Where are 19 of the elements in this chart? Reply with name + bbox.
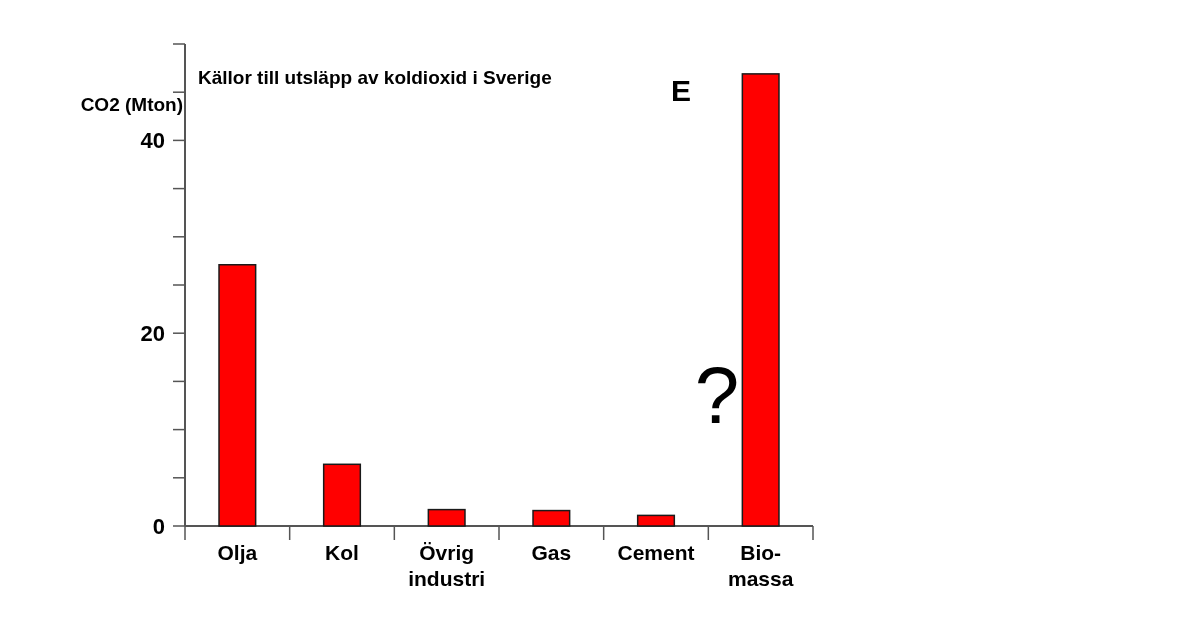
x-tick-label: Cement	[617, 541, 695, 564]
bar	[322, 463, 362, 527]
x-tick-label: Gas	[531, 541, 572, 564]
x-tick-label: Olja	[217, 541, 258, 564]
x-tick-label: Bio- massa	[727, 541, 794, 590]
y-tick-label: 0	[152, 513, 165, 539]
bar	[636, 514, 676, 527]
annotation: ?	[694, 351, 740, 441]
text: Källor till utsläpp av koldioxid i Sverige	[198, 67, 552, 88]
bar	[427, 508, 466, 527]
annotation: E	[671, 73, 692, 107]
y-axis-title: CO2 (Mton)	[80, 94, 183, 115]
bar	[218, 264, 257, 527]
bar	[532, 509, 571, 527]
y-tick-label: 20	[140, 320, 165, 346]
x-tick-label: Kol	[325, 541, 359, 564]
y-tick-label: 40	[140, 127, 165, 153]
bar	[741, 73, 780, 527]
x-tick-label: Övrig industri	[408, 541, 486, 590]
